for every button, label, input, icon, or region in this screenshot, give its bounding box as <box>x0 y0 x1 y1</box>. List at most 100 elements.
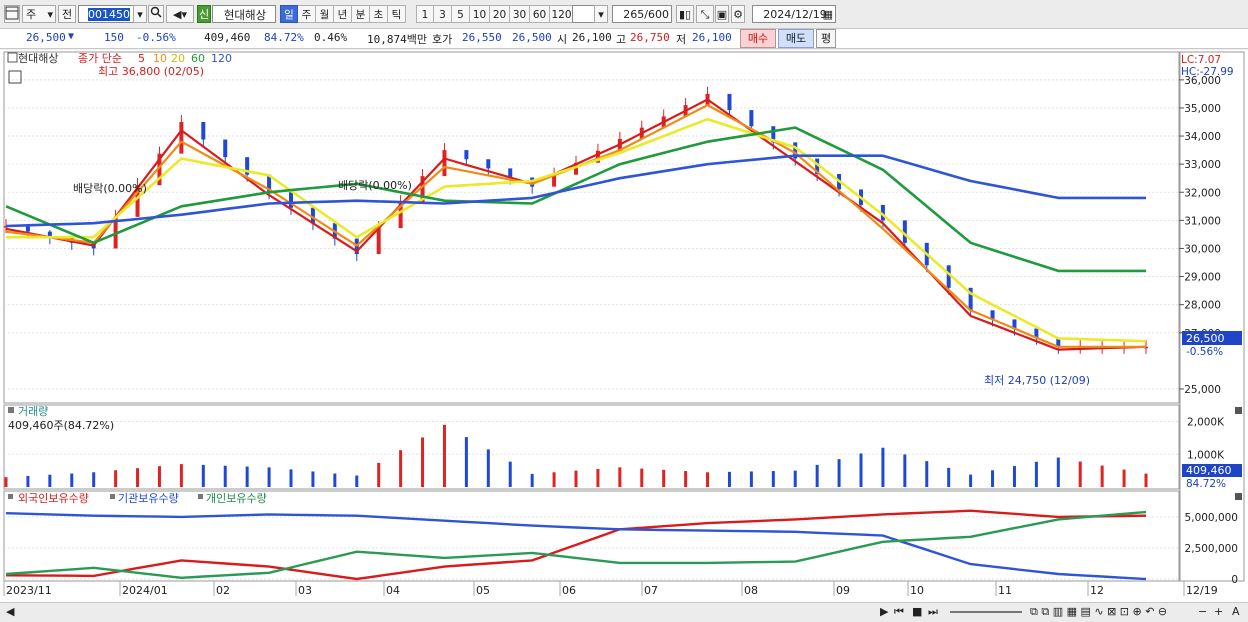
turnover-rate: 0.46% <box>314 31 348 44</box>
open-label: 시 <box>557 33 568 46</box>
ma-60-label: 60 <box>191 52 205 65</box>
chart-type-icon[interactable] <box>4 5 20 23</box>
close-icon[interactable] <box>1235 407 1242 414</box>
search-icon[interactable] <box>148 5 164 23</box>
candle-body <box>990 310 995 320</box>
x-label: 02 <box>216 584 230 597</box>
code-dropdown-icon[interactable]: ▾ <box>133 5 147 23</box>
candle-body <box>135 185 140 217</box>
font-size-icon[interactable]: A <box>1232 605 1240 618</box>
scroll-left-icon[interactable]: ◀ <box>6 605 15 618</box>
volume-bar <box>925 461 929 487</box>
panel-menu-icon[interactable] <box>198 494 203 499</box>
gear-icon[interactable]: ⚙ <box>731 5 745 23</box>
volume-bars <box>4 424 1148 487</box>
count-field[interactable]: 265/600 <box>612 5 672 23</box>
candle-body <box>47 231 52 238</box>
volume-bar <box>1144 473 1148 487</box>
panel-menu-icon[interactable] <box>110 494 115 499</box>
eval-button[interactable]: 평 <box>816 29 836 48</box>
fast-forward-icon[interactable]: ⏭ <box>928 605 938 618</box>
sound-icon[interactable]: ◀▾ <box>166 5 194 23</box>
panel-menu-icon[interactable] <box>8 407 14 413</box>
tab-day[interactable]: 일 <box>280 5 298 23</box>
buy-button[interactable]: 매수 <box>740 29 776 48</box>
candle-body <box>727 93 732 111</box>
individual-holding-label: 개인보유수량 <box>206 492 267 505</box>
x-label: 07 <box>644 584 658 597</box>
ma-20-line <box>6 117 1147 343</box>
calculator-icon[interactable] <box>8 70 22 84</box>
interval-30[interactable]: 30 <box>510 5 530 23</box>
stock-name-field[interactable]: 현대해상 <box>212 5 276 23</box>
volume-bar <box>26 475 30 487</box>
candle-body <box>946 265 951 288</box>
volume-bar <box>1100 465 1104 487</box>
min-price-label: 최저 24,750 (12/09) <box>984 374 1090 387</box>
y-tick-label: 34,000 <box>1184 131 1221 143</box>
tab-month[interactable]: 월 <box>316 5 334 23</box>
close-icon[interactable] <box>1235 493 1242 500</box>
tool-icons[interactable]: ⧉ ⧉ ▥ ▦ ▤ ∿ ⊠ ⊡ ⊕ ↶ ⊖ <box>1030 605 1168 618</box>
tab-second[interactable]: 초 <box>370 5 388 23</box>
interval-5[interactable]: 5 <box>452 5 470 23</box>
zoom-slider[interactable] <box>950 611 1022 613</box>
y-axis-panel <box>1179 51 1245 582</box>
tab-week[interactable]: 주 <box>298 5 316 23</box>
dividend-label-2: 배당락(0.00%) <box>338 179 412 192</box>
scroll-right-icon[interactable]: ▶ <box>880 605 889 618</box>
volume-bar <box>333 473 337 487</box>
candle-body <box>267 174 272 193</box>
sell-button[interactable]: 매도 <box>778 29 814 48</box>
interval-3[interactable]: 3 <box>434 5 452 23</box>
rewind-icon[interactable]: ⏮ <box>894 605 904 618</box>
candle-icon[interactable]: ▮▯ <box>676 5 694 23</box>
volume-bar <box>552 472 556 487</box>
volume-ratio: 84.72% <box>264 31 304 44</box>
volume-bar <box>969 474 973 487</box>
volume-bar <box>486 449 490 487</box>
panel-menu-icon[interactable] <box>7 52 18 63</box>
current-price: 26,500 <box>26 31 66 44</box>
volume-bar <box>640 468 644 487</box>
zoom-in-icon[interactable]: + <box>1214 605 1224 618</box>
interval-120[interactable]: 120 <box>550 5 574 23</box>
count-total: /600 <box>644 8 669 21</box>
candle-body <box>595 150 600 163</box>
draw-icon[interactable]: ⤡ <box>696 5 714 23</box>
candle-body <box>420 176 425 203</box>
chart-area[interactable]: 36,000 35,000 34,000 33,000 32,000 31,000 30,0… <box>0 50 1248 602</box>
volume-bar <box>267 467 271 487</box>
calendar-icon: ▦ <box>822 8 833 21</box>
tab-year[interactable]: 년 <box>334 5 352 23</box>
current-pct-tag: -0.56% <box>1186 346 1223 358</box>
panel-menu-icon[interactable] <box>8 494 13 499</box>
prev-button[interactable]: 전 <box>58 5 76 23</box>
stock-chart[interactable]: 36,000 35,000 34,000 33,000 32,000 31,000 30,0… <box>0 50 1248 602</box>
date-input[interactable]: 2024/12/19 ▦ <box>752 5 836 23</box>
interval-1[interactable]: 1 <box>416 5 434 23</box>
save-icon[interactable]: ▣ <box>715 5 729 23</box>
x-label: 04 <box>386 584 400 597</box>
period-type-select[interactable]: 주 ▾ <box>22 5 56 23</box>
interval-20[interactable]: 20 <box>490 5 510 23</box>
open-price: 26,100 <box>572 31 612 44</box>
y-tick-label: 30,000 <box>1184 243 1221 255</box>
interval-10[interactable]: 10 <box>470 5 490 23</box>
volume-bar <box>179 464 183 487</box>
tab-tick[interactable]: 틱 <box>388 5 406 23</box>
chevron-down-icon[interactable]: ▾ <box>594 5 608 23</box>
ma-20-label: 20 <box>171 52 185 65</box>
interval-60[interactable]: 60 <box>530 5 550 23</box>
tab-minute[interactable]: 분 <box>352 5 370 23</box>
volume-bar <box>618 467 622 487</box>
volume-bar <box>1034 461 1038 487</box>
y-tick-label: 31,000 <box>1184 215 1221 227</box>
price-bar: 26,500 ▼ 150 -0.56% 409,460 84.72% 0.46%… <box>0 29 1248 49</box>
stock-code-input[interactable]: 001450 <box>78 5 138 23</box>
stop-icon[interactable]: ■ <box>912 605 923 618</box>
bottom-bar: ◀ ▶ ⏮ ■ ⏭ ⧉ ⧉ ▥ ▦ ▤ ∿ ⊠ ⊡ ⊕ ↶ ⊖ − + A <box>0 602 1248 622</box>
volume-bar <box>4 477 8 487</box>
chevron-down-icon: ▾ <box>47 8 53 21</box>
zoom-out-icon[interactable]: − <box>1198 605 1208 618</box>
